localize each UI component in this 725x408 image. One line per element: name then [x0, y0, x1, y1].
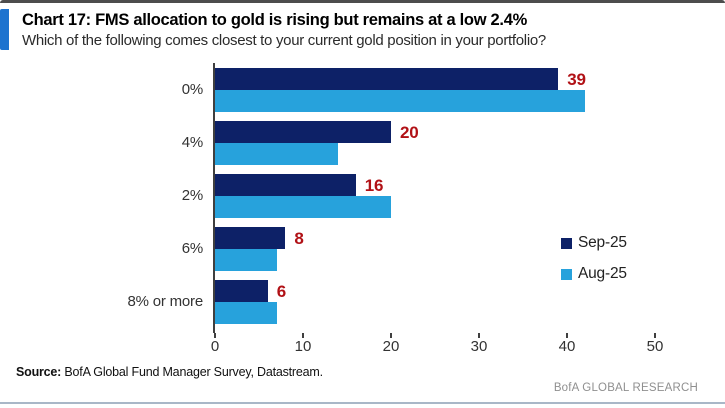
bottom-border	[0, 402, 725, 404]
source-label: Source:	[16, 365, 62, 379]
chart-title: Chart 17: FMS allocation to gold is risi…	[22, 11, 527, 29]
x-tick-label: 20	[382, 338, 400, 355]
title-accent-bar	[0, 9, 9, 50]
bar-aug-25	[215, 196, 391, 218]
x-tick-mark	[302, 333, 304, 338]
bar-sep-25	[215, 227, 286, 249]
x-tick-mark	[654, 333, 656, 338]
legend-item-sep-25: Sep-25	[561, 234, 627, 252]
legend-label: Aug-25	[578, 265, 627, 282]
bar-sep-25	[215, 68, 559, 90]
bar-aug-25	[215, 249, 277, 271]
category-label: 6%	[181, 240, 203, 257]
bar-sep-25	[215, 121, 391, 143]
value-label: 8	[294, 229, 304, 248]
top-border	[0, 0, 725, 3]
legend-label: Sep-25	[578, 234, 627, 251]
legend: Sep-25 Aug-25	[561, 234, 627, 296]
category-label: 8% or more	[127, 293, 203, 310]
x-tick-label: 0	[210, 338, 220, 355]
legend-item-aug-25: Aug-25	[561, 265, 627, 283]
value-label: 6	[276, 282, 287, 301]
x-tick-mark	[214, 333, 216, 338]
bar-aug-25	[215, 90, 585, 112]
category-label: 0%	[181, 81, 203, 98]
category-label: 2%	[181, 187, 203, 204]
x-tick-label: 50	[646, 338, 664, 355]
x-tick-mark	[478, 333, 480, 338]
x-tick-label: 10	[294, 338, 312, 355]
bar-sep-25	[215, 174, 356, 196]
y-axis-line	[213, 63, 215, 333]
legend-swatch-aug-25	[561, 268, 572, 280]
x-tick-label: 30	[470, 338, 488, 355]
category-label: 4%	[181, 134, 203, 151]
value-label: 16	[364, 176, 384, 195]
value-label: 20	[400, 123, 419, 142]
value-label: 39	[567, 70, 586, 89]
x-tick-mark	[390, 333, 392, 338]
bar-aug-25	[215, 143, 339, 165]
source-note: Source: BofA Global Fund Manager Survey,…	[16, 365, 323, 379]
source-text: BofA Global Fund Manager Survey, Datastr…	[64, 365, 323, 379]
x-tick-label: 40	[558, 338, 576, 355]
brand-label: BofA GLOBAL RESEARCH	[553, 382, 698, 394]
bar-sep-25	[215, 280, 268, 302]
chart-subtitle: Which of the following comes closest to …	[22, 32, 546, 49]
legend-swatch-sep-25	[561, 237, 572, 249]
bar-aug-25	[215, 302, 277, 324]
x-tick-mark	[566, 333, 568, 338]
